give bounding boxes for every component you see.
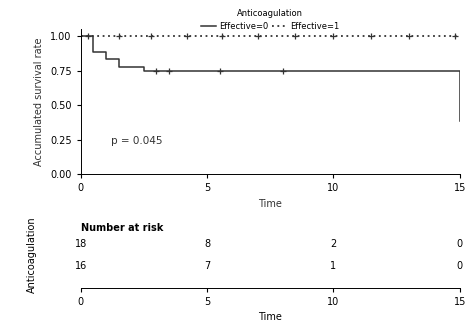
Text: 0: 0 [457,261,463,271]
Text: 18: 18 [74,239,87,249]
Legend: Effective=0, Effective=1: Effective=0, Effective=1 [200,8,341,33]
Effective=0 [116,65,121,69]
Line: Effective=0: Effective=0 [81,36,460,121]
Effective=0 [103,50,109,54]
Y-axis label: Accumulated survival rate: Accumulated survival rate [35,38,45,166]
Text: 8: 8 [204,239,210,249]
Text: 1: 1 [330,261,337,271]
Y-axis label: Anticoagulation: Anticoagulation [27,216,37,293]
X-axis label: Time: Time [258,199,282,209]
Text: 16: 16 [74,261,87,271]
Effective=0 [141,65,146,69]
Effective=0 [457,119,463,123]
Text: 2: 2 [330,239,337,249]
Text: 7: 7 [204,261,210,271]
Effective=0 [141,69,146,73]
Effective=0 [91,34,96,38]
Text: Number at risk: Number at risk [81,223,163,233]
X-axis label: Time: Time [258,312,282,322]
Effective=0 [444,69,450,73]
Text: 0: 0 [457,239,463,249]
Effective=0 [91,50,96,54]
Effective=0 [78,34,83,38]
Effective=0 [444,69,450,73]
Effective=0 [116,58,121,61]
Effective=0 [457,69,463,73]
Effective=0 [103,58,109,61]
Text: p = 0.045: p = 0.045 [111,136,163,146]
